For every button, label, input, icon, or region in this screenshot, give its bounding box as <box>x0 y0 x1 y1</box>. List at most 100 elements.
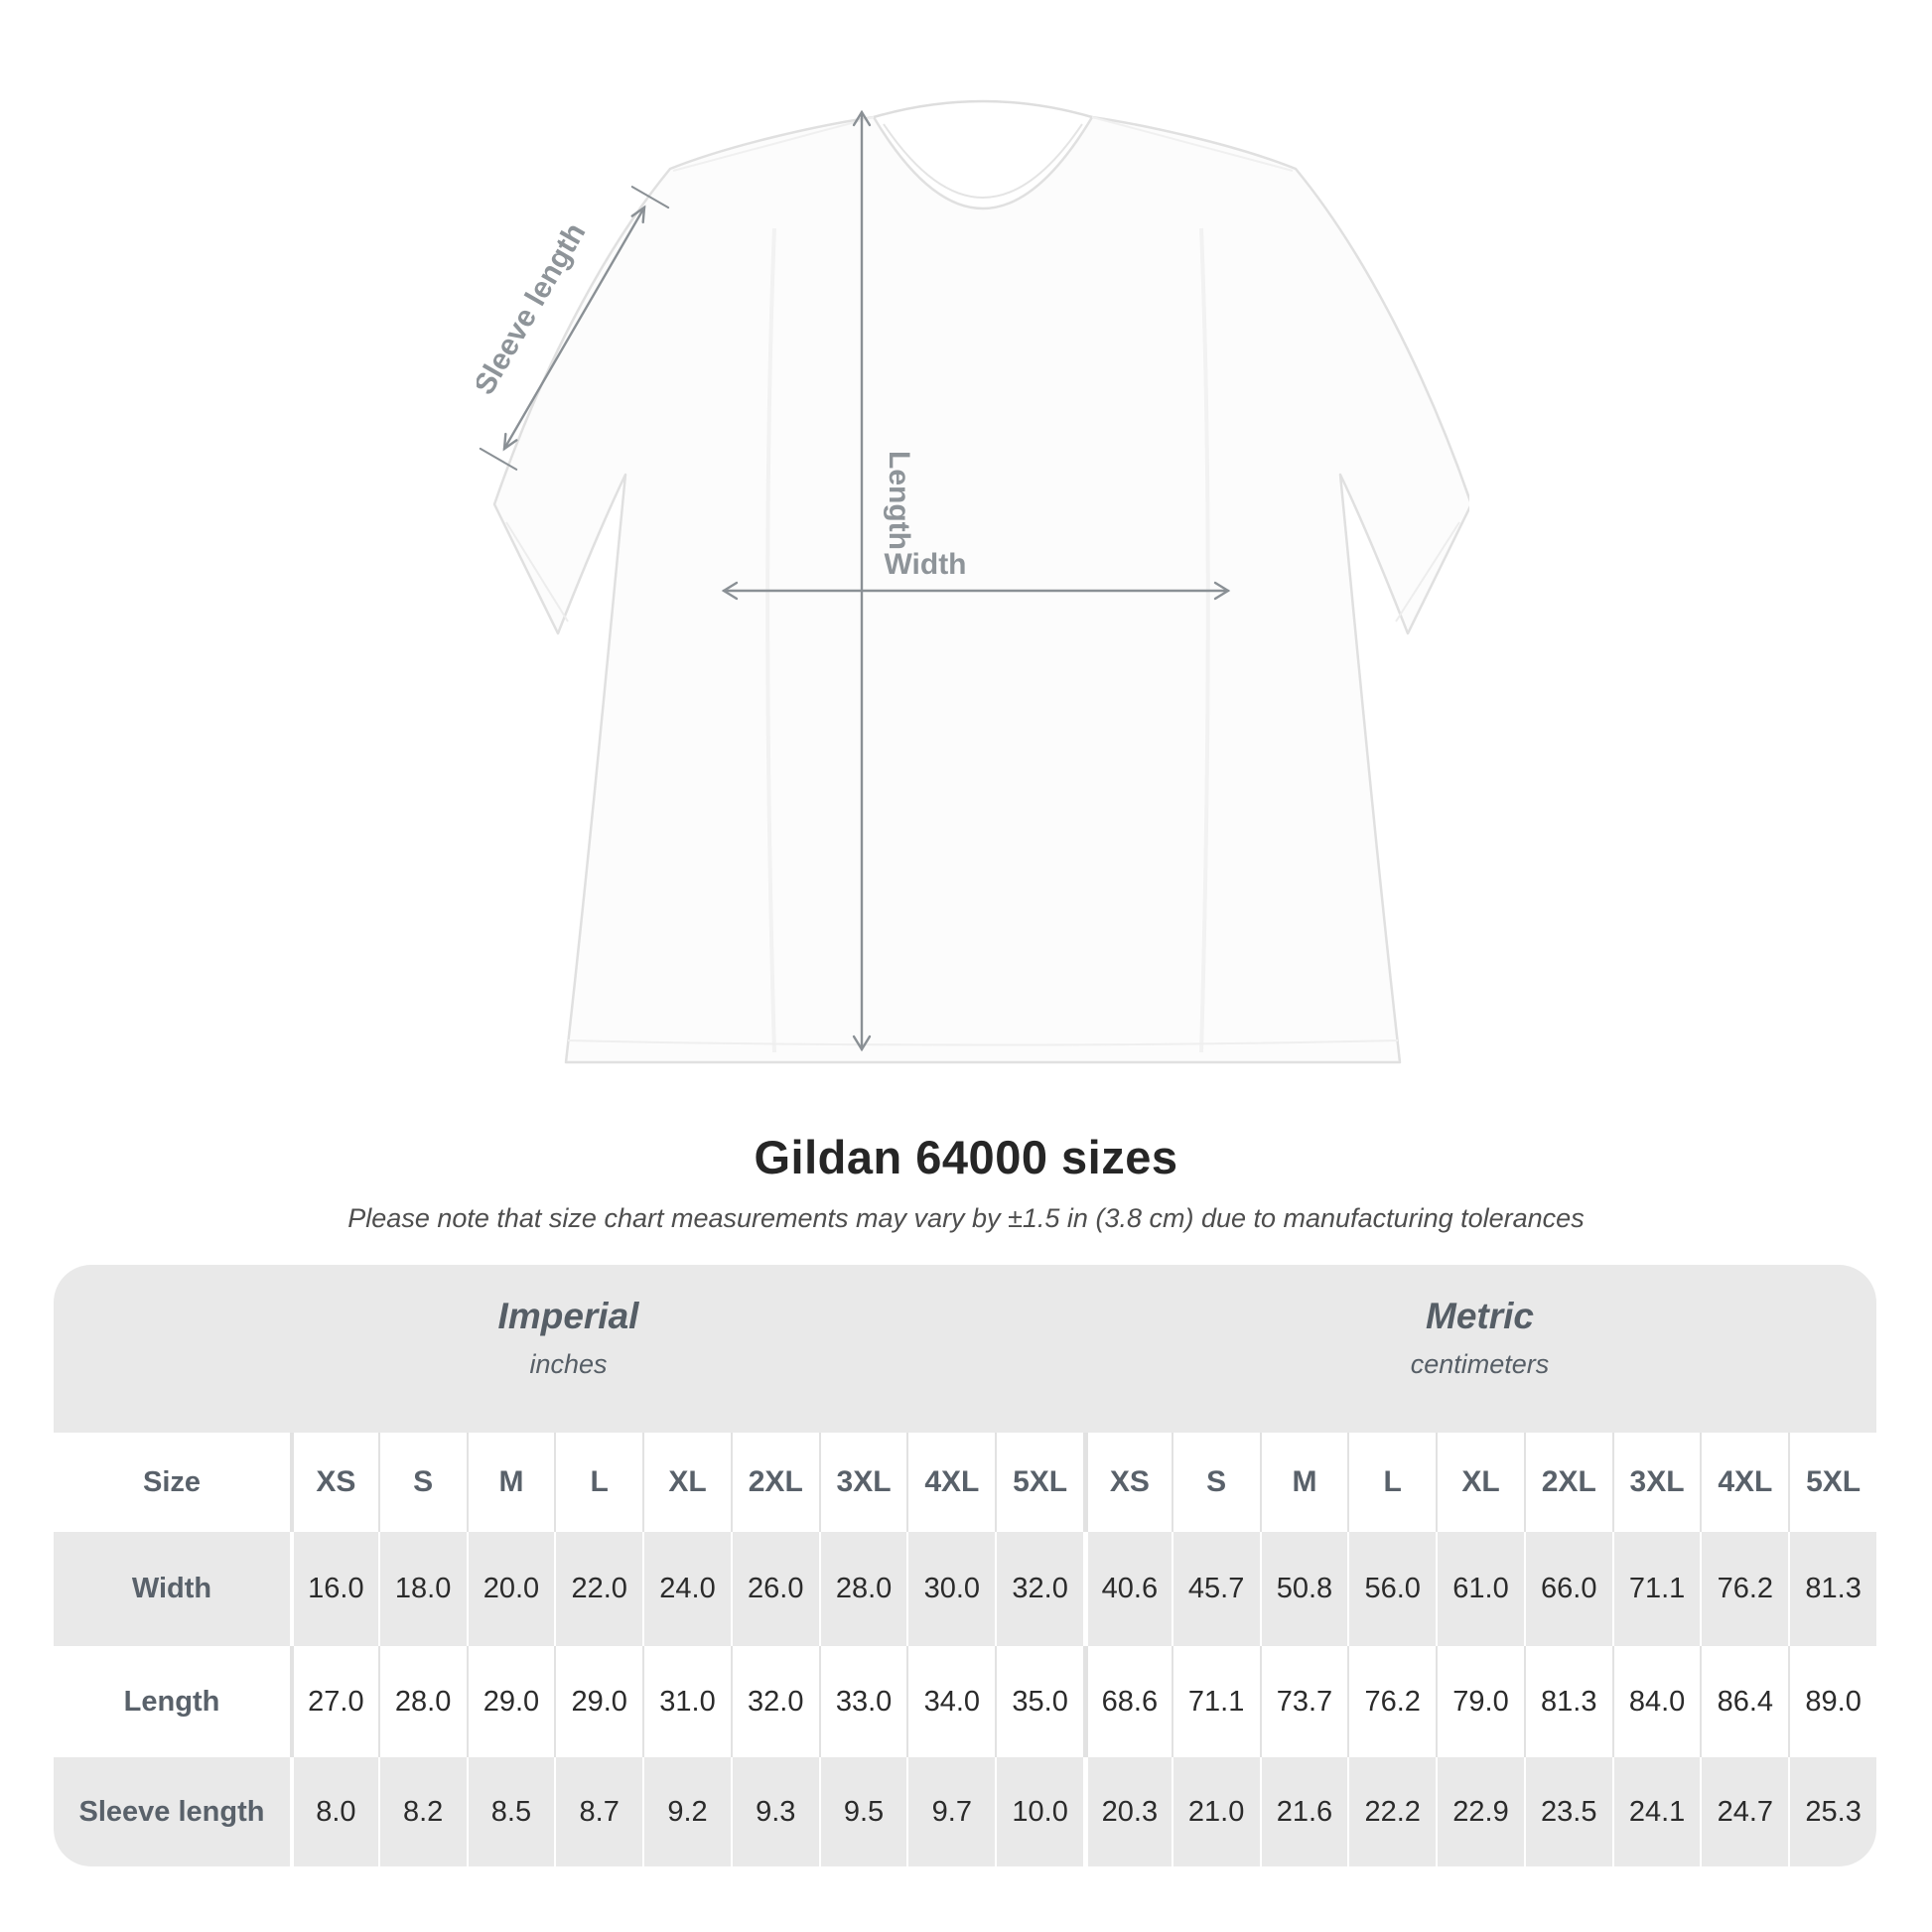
measurement-cell: 24.1 <box>1611 1757 1701 1866</box>
measurement-cell: 16.0 <box>290 1532 378 1646</box>
measurement-cell: 29.0 <box>554 1646 642 1757</box>
length-row: Length 27.0 28.0 29.0 29.0 31.0 32.0 33.0 34.0 35… <box>54 1646 1876 1757</box>
size-column-header: XS <box>290 1433 378 1532</box>
tshirt-image: Length Width Sleeve length <box>468 99 1473 1064</box>
measurement-cell: 61.0 <box>1436 1532 1524 1646</box>
size-column-header: XL <box>642 1433 731 1532</box>
measurement-cell: 25.3 <box>1788 1757 1876 1866</box>
measurement-cell: 32.0 <box>730 1646 819 1757</box>
left-cuff-seam <box>505 521 569 622</box>
sleeve-length-dimension-line <box>479 186 670 471</box>
left-shoulder-seam <box>672 116 875 172</box>
metric-unit-header: Metric centimeters <box>1083 1265 1876 1433</box>
measurement-cell: 30.0 <box>906 1532 995 1646</box>
size-column-header: 2XL <box>730 1433 819 1532</box>
measurement-cell: 79.0 <box>1436 1646 1524 1757</box>
measurement-cell: 81.3 <box>1788 1532 1876 1646</box>
size-column-header: S <box>1171 1433 1260 1532</box>
fold-shading-right <box>1199 227 1210 1053</box>
measurement-cell: 86.4 <box>1700 1646 1788 1757</box>
collar-top-seam <box>873 99 1093 119</box>
measurement-cell: 81.3 <box>1523 1646 1612 1757</box>
measurement-cell: 73.7 <box>1259 1646 1348 1757</box>
measurement-cell: 8.2 <box>377 1757 467 1866</box>
metric-sublabel: centimeters <box>1410 1348 1550 1379</box>
measurement-cell: 66.0 <box>1523 1532 1612 1646</box>
measurement-cell: 21.0 <box>1171 1757 1260 1866</box>
size-column-header: 3XL <box>1611 1433 1701 1532</box>
measurement-cell: 33.0 <box>818 1646 907 1757</box>
metric-label: Metric <box>1426 1296 1534 1336</box>
measurement-cell: 8.0 <box>290 1757 378 1866</box>
measurement-cell: 20.3 <box>1083 1757 1172 1866</box>
fold-shading-left <box>765 227 776 1053</box>
right-cuff-seam <box>1395 521 1460 622</box>
measurement-cell: 9.3 <box>730 1757 819 1866</box>
row-label: Width <box>131 1573 212 1604</box>
hem-seam <box>567 1039 1399 1046</box>
size-column-header: M <box>466 1433 555 1532</box>
measurement-cell: 26.0 <box>730 1532 819 1646</box>
measurement-cell: 22.9 <box>1436 1757 1524 1866</box>
imperial-sublabel: inches <box>529 1348 608 1379</box>
measurement-cell: 68.6 <box>1083 1646 1172 1757</box>
measurement-cell: 56.0 <box>1347 1532 1436 1646</box>
imperial-label: Imperial <box>497 1296 639 1336</box>
imperial-unit-header: Imperial inches <box>54 1265 1083 1433</box>
measurement-cell: 22.2 <box>1347 1757 1436 1866</box>
right-shoulder-seam <box>1091 116 1294 172</box>
tolerance-note: Please note that size chart measurements… <box>347 1203 1585 1233</box>
width-dimension-line <box>721 581 1231 601</box>
measurement-cell: 27.0 <box>290 1646 378 1757</box>
width-label: Width <box>884 548 966 581</box>
measurement-cell: 29.0 <box>466 1646 555 1757</box>
length-dimension-line <box>852 109 872 1052</box>
measurement-cell: 31.0 <box>642 1646 731 1757</box>
size-column-header: 3XL <box>818 1433 907 1532</box>
measurement-cell: 9.2 <box>642 1757 731 1866</box>
measurement-cell: 28.0 <box>377 1646 467 1757</box>
length-label: Length <box>883 451 915 550</box>
size-column-header: XS <box>1083 1433 1172 1532</box>
collar-rib-seam <box>883 123 1083 199</box>
measurement-cell: 18.0 <box>377 1532 467 1646</box>
measurement-cell: 76.2 <box>1347 1646 1436 1757</box>
size-column-header: 2XL <box>1523 1433 1612 1532</box>
measurement-cell: 35.0 <box>995 1646 1083 1757</box>
size-column-header: 5XL <box>995 1433 1083 1532</box>
size-column-header: L <box>1347 1433 1436 1532</box>
row-label: Size <box>142 1465 202 1498</box>
measurement-cell: 10.0 <box>995 1757 1083 1866</box>
measurement-cell: 8.7 <box>554 1757 642 1866</box>
measurement-cell: 40.6 <box>1083 1532 1172 1646</box>
measurement-cell: 21.6 <box>1259 1757 1348 1866</box>
measurement-cell: 32.0 <box>995 1532 1083 1646</box>
size-column-header: M <box>1259 1433 1348 1532</box>
measurement-cell: 76.2 <box>1700 1532 1788 1646</box>
measurement-cell: 45.7 <box>1171 1532 1260 1646</box>
row-label: Sleeve length <box>78 1795 265 1828</box>
size-table: Imperial inches Metric centimeters Size X… <box>54 1265 1876 1866</box>
measurement-cell: 24.7 <box>1700 1757 1788 1866</box>
measurement-cell: 84.0 <box>1611 1646 1701 1757</box>
size-column-header: 4XL <box>906 1433 995 1532</box>
size-column-header: 4XL <box>1700 1433 1788 1532</box>
tshirt-diagram: Length Width Sleeve length <box>468 79 1473 1082</box>
measurement-cell: 89.0 <box>1788 1646 1876 1757</box>
measurement-cell: 24.0 <box>642 1532 731 1646</box>
measurement-cell: 22.0 <box>554 1532 642 1646</box>
measurement-cell: 34.0 <box>906 1646 995 1757</box>
measurement-cell: 9.7 <box>906 1757 995 1866</box>
measurement-cell: 50.8 <box>1259 1532 1348 1646</box>
measurement-cell: 9.5 <box>818 1757 907 1866</box>
size-column-header: XL <box>1436 1433 1524 1532</box>
row-label: Length <box>123 1685 220 1718</box>
size-column-header: S <box>377 1433 467 1532</box>
sleeve-length-row: Sleeve length 8.0 8.2 8.5 8.7 9.2 9.3 9.5 9.7 10.… <box>54 1757 1876 1866</box>
measurement-cell: 23.5 <box>1523 1757 1612 1866</box>
measurement-cell: 20.0 <box>466 1532 555 1646</box>
size-header-row: Size XS S M L XL 2XL 3XL 4XL 5XL XS S M L XL 2XL 3XL 4XL 5… <box>54 1433 1876 1532</box>
measurement-cell: 28.0 <box>818 1532 907 1646</box>
measurement-cell: 71.1 <box>1611 1532 1701 1646</box>
